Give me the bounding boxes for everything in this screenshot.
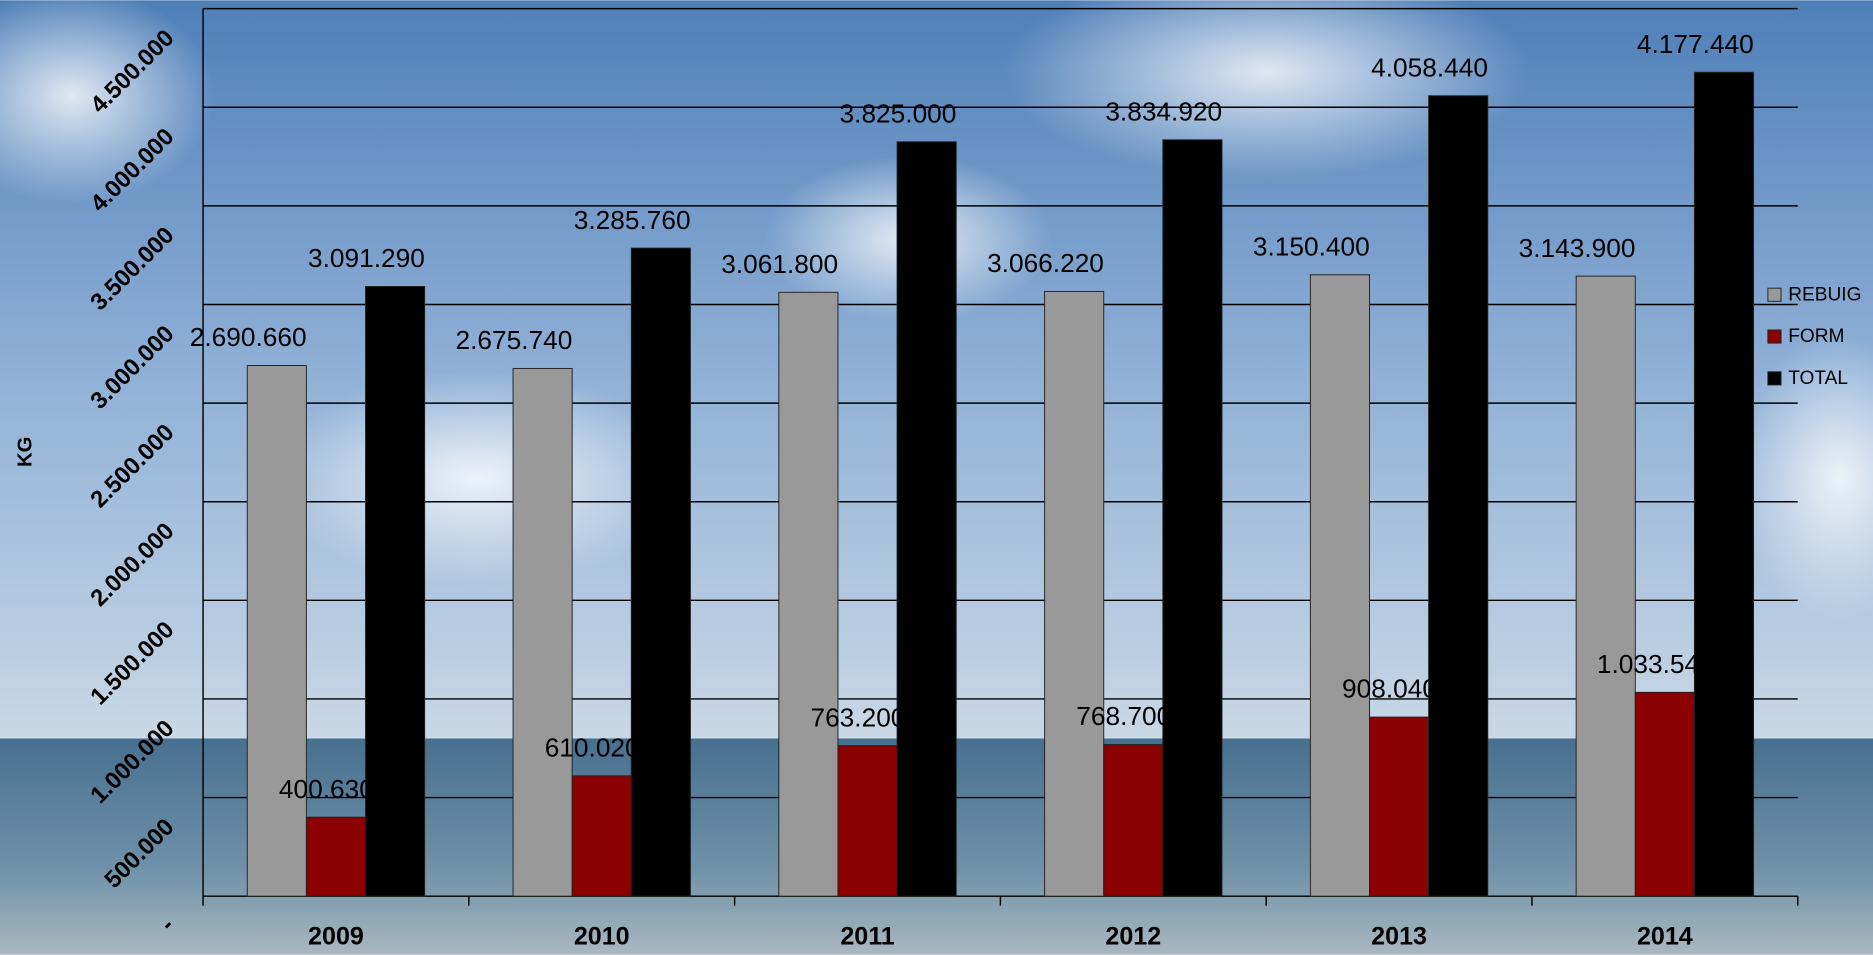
value-label: 610.020 bbox=[545, 733, 640, 763]
x-tick-label: 2014 bbox=[1637, 923, 1693, 951]
bar bbox=[1103, 744, 1164, 897]
bar bbox=[1693, 71, 1755, 897]
value-label: 3.143.900 bbox=[1519, 233, 1636, 263]
bar bbox=[1369, 716, 1430, 897]
bar bbox=[896, 141, 957, 897]
bar bbox=[512, 367, 573, 897]
bar bbox=[246, 365, 307, 897]
value-label: 3.150.400 bbox=[1253, 231, 1370, 261]
bar bbox=[1162, 139, 1223, 897]
value-label: 768.700 bbox=[1076, 701, 1171, 731]
legend-swatch bbox=[1767, 329, 1782, 344]
cloud bbox=[1732, 334, 1873, 622]
legend-label: FORM bbox=[1788, 326, 1844, 347]
value-label: 3.834.920 bbox=[1105, 96, 1222, 126]
value-label: 400.630 bbox=[279, 774, 374, 804]
value-label: 763.200 bbox=[810, 702, 905, 732]
legend-swatch bbox=[1767, 371, 1782, 386]
x-tick-label: 2011 bbox=[840, 923, 894, 951]
bar bbox=[1575, 275, 1636, 897]
bar bbox=[571, 775, 632, 897]
bar bbox=[778, 291, 839, 897]
bar bbox=[365, 286, 426, 897]
bar bbox=[1044, 290, 1105, 897]
value-label: 3.061.800 bbox=[721, 249, 838, 279]
x-tick-label: 2012 bbox=[1105, 923, 1161, 951]
bar bbox=[1634, 691, 1695, 897]
value-label: 4.177.440 bbox=[1637, 29, 1754, 59]
x-tick-label: 2010 bbox=[574, 923, 630, 951]
value-label: 2.690.660 bbox=[190, 322, 307, 352]
bar bbox=[1428, 95, 1489, 897]
bar bbox=[305, 816, 366, 897]
value-label: 2.675.740 bbox=[456, 325, 573, 355]
value-label: 3.285.760 bbox=[574, 205, 691, 235]
cloud bbox=[1003, 0, 1529, 180]
legend-swatch bbox=[1767, 287, 1782, 302]
y-axis-title: KG bbox=[15, 437, 37, 467]
value-label: 4.058.440 bbox=[1371, 52, 1488, 82]
cloud bbox=[0, 0, 215, 204]
x-tick-label: 2009 bbox=[308, 923, 364, 951]
x-tick-label: 2013 bbox=[1371, 923, 1427, 951]
legend-label: REBUIG bbox=[1788, 284, 1861, 305]
legend-label: TOTAL bbox=[1788, 368, 1848, 389]
bar bbox=[837, 745, 898, 897]
value-label: 3.825.000 bbox=[840, 98, 957, 128]
value-label: 908.040 bbox=[1342, 674, 1437, 704]
value-label: 1.033.540 bbox=[1597, 649, 1714, 679]
value-label: 3.091.290 bbox=[308, 243, 425, 273]
bar bbox=[1309, 274, 1370, 897]
bar bbox=[630, 247, 691, 897]
value-label: 3.066.220 bbox=[987, 248, 1104, 278]
